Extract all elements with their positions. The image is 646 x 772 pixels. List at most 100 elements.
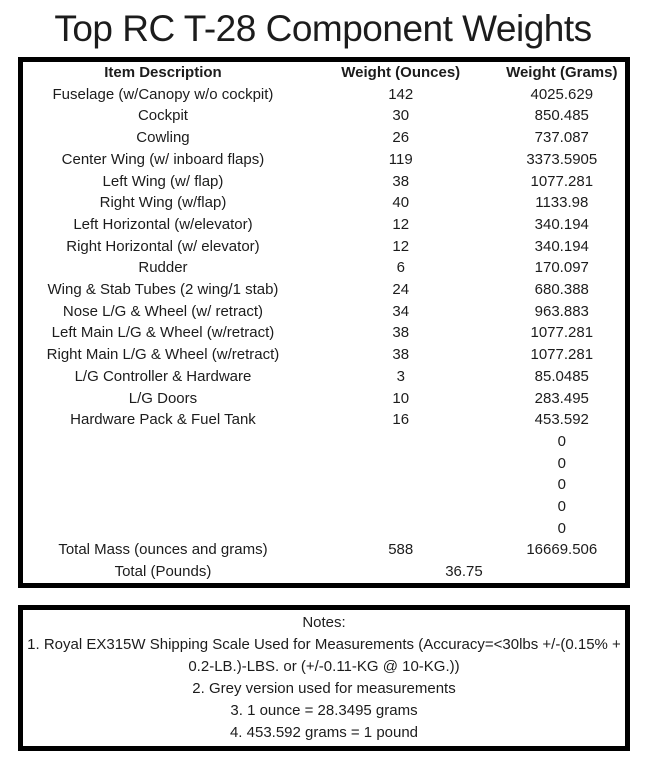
item-cell: Right Main L/G & Wheel (w/retract) [46, 346, 280, 364]
ounces-cell: 10 [392, 389, 410, 407]
table-row-empty: 0 [23, 496, 625, 518]
table-row: Right Main L/G & Wheel (w/retract) 38 10… [23, 344, 625, 366]
item-cell: Right Wing (w/flap) [99, 194, 227, 212]
empty-cell [23, 453, 303, 475]
grams-cell: 850.485 [534, 107, 589, 125]
notes-heading: Notes: [302, 613, 346, 631]
grams-cell: 4025.629 [530, 85, 594, 103]
ounces-cell: 34 [392, 302, 410, 320]
table-row: Right Wing (w/flap) 40 1133.98 [23, 192, 625, 214]
grams-cell: 283.495 [534, 389, 589, 407]
empty-cell [303, 518, 499, 540]
total-pounds-value: 36.75 [445, 563, 483, 581]
item-cell: Right Horizontal (w/ elevator) [66, 237, 260, 255]
ounces-cell: 30 [392, 107, 410, 125]
component-weights-table: Item Description Weight (Ounces) Weight … [18, 57, 630, 588]
ounces-cell: 38 [392, 172, 410, 190]
item-cell: Nose L/G & Wheel (w/ retract) [62, 302, 263, 320]
ounces-cell: 12 [392, 215, 410, 233]
note-item-3: 3. 1 ounce = 28.3495 grams [230, 701, 418, 719]
table-row: Nose L/G & Wheel (w/ retract) 34 963.883 [23, 301, 625, 323]
empty-cell [23, 496, 303, 518]
table-row: Cowling 26 737.087 [23, 127, 625, 149]
grams-cell: 0 [557, 454, 566, 472]
grams-cell: 453.592 [534, 411, 589, 429]
ounces-cell: 119 [388, 150, 413, 168]
grams-cell: 0 [557, 519, 566, 537]
grams-cell: 0 [557, 476, 566, 494]
item-cell: Left Horizontal (w/elevator) [73, 215, 253, 233]
table-row: Cockpit 30 850.485 [23, 105, 625, 127]
table-row: Wing & Stab Tubes (2 wing/1 stab) 24 680… [23, 279, 625, 301]
grams-cell: 170.097 [534, 259, 589, 277]
column-header-item-description: Item Description [104, 64, 222, 81]
empty-cell [23, 474, 303, 496]
header-row: Item Description Weight (Ounces) Weight … [23, 62, 625, 84]
table-row: Left Main L/G & Wheel (w/retract) 38 107… [23, 322, 625, 344]
table-row-empty: 0 [23, 474, 625, 496]
ounces-cell: 38 [392, 324, 410, 342]
item-cell: Left Main L/G & Wheel (w/retract) [51, 324, 275, 342]
item-cell: Hardware Pack & Fuel Tank [70, 411, 256, 429]
weights-table: Item Description Weight (Ounces) Weight … [23, 62, 625, 583]
table-row-empty: 0 [23, 431, 625, 453]
table-row: Hardware Pack & Fuel Tank 16 453.592 [23, 409, 625, 431]
table-row: Left Wing (w/ flap) 38 1077.281 [23, 171, 625, 193]
column-header-weight-grams: Weight (Grams) [506, 64, 618, 81]
ounces-cell: 40 [392, 194, 410, 212]
table-row: Rudder 6 170.097 [23, 257, 625, 279]
empty-cell [23, 518, 303, 540]
item-cell: Center Wing (w/ inboard flaps) [61, 150, 265, 168]
item-cell: Cockpit [137, 107, 188, 125]
grams-cell: 680.388 [534, 281, 589, 299]
total-pounds-row: Total (Pounds) 36.75 [23, 561, 625, 583]
table-row: Right Horizontal (w/ elevator) 12 340.19… [23, 236, 625, 258]
grams-cell: 340.194 [534, 215, 589, 233]
total-mass-grams: 16669.506 [526, 541, 598, 559]
table-row: Center Wing (w/ inboard flaps) 119 3373.… [23, 149, 625, 171]
item-cell: Cowling [136, 129, 190, 147]
grams-cell: 0 [557, 498, 566, 516]
table-row: Left Horizontal (w/elevator) 12 340.194 [23, 214, 625, 236]
total-mass-row: Total Mass (ounces and grams) 588 16669.… [23, 539, 625, 561]
item-cell: L/G Controller & Hardware [74, 367, 252, 385]
ounces-cell: 16 [392, 411, 410, 429]
item-cell: Wing & Stab Tubes (2 wing/1 stab) [47, 281, 279, 299]
empty-cell [303, 453, 499, 475]
total-mass-ounces: 588 [388, 541, 414, 559]
grams-cell: 1077.281 [530, 172, 594, 190]
empty-cell [303, 496, 499, 518]
ounces-cell: 38 [392, 346, 410, 364]
grams-cell: 1133.98 [535, 194, 589, 212]
empty-cell [23, 431, 303, 453]
table-row: L/G Controller & Hardware 3 85.0485 [23, 366, 625, 388]
grams-cell: 1077.281 [530, 324, 594, 342]
note-item-1: 1. Royal EX315W Shipping Scale Used for … [27, 635, 621, 675]
column-header-weight-ounces: Weight (Ounces) [341, 64, 461, 81]
grams-cell: 1077.281 [530, 346, 594, 364]
note-item-2: 2. Grey version used for measurements [192, 679, 456, 697]
item-cell: Rudder [138, 259, 188, 277]
grams-cell: 340.194 [534, 237, 589, 255]
grams-cell: 963.883 [534, 302, 589, 320]
item-cell: Fuselage (w/Canopy w/o cockpit) [52, 85, 274, 103]
ounces-cell: 26 [392, 129, 410, 147]
empty-cell [303, 474, 499, 496]
ounces-cell: 24 [392, 281, 410, 299]
item-cell: Left Wing (w/ flap) [102, 172, 224, 190]
empty-cell [303, 431, 499, 453]
table-row: Fuselage (w/Canopy w/o cockpit) 142 4025… [23, 84, 625, 106]
note-item-4: 4. 453.592 grams = 1 pound [229, 723, 419, 741]
ounces-cell: 142 [388, 85, 414, 103]
grams-cell: 85.0485 [534, 367, 589, 385]
page-title: Top RC T-28 Component Weights [54, 8, 592, 49]
grams-cell: 0 [557, 432, 566, 450]
grams-cell: 3373.5905 [526, 150, 598, 168]
grams-cell: 737.087 [534, 129, 589, 147]
notes-box: Notes: 1. Royal EX315W Shipping Scale Us… [18, 604, 630, 751]
total-pounds-label: Total (Pounds) [114, 563, 212, 581]
total-mass-label: Total Mass (ounces and grams) [58, 541, 268, 559]
table-row: L/G Doors 10 283.495 [23, 388, 625, 410]
ounces-cell: 6 [396, 259, 405, 277]
table-row-empty: 0 [23, 453, 625, 475]
